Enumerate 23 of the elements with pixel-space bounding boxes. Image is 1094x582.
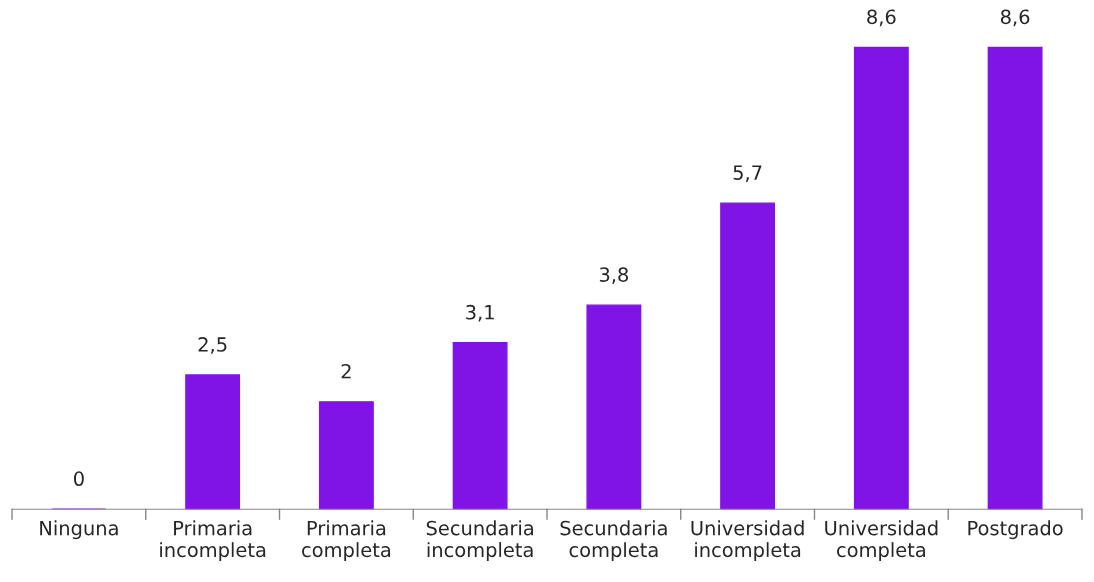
x-tick-label: Secundaria completa: [560, 520, 667, 561]
data-label: 2: [341, 363, 351, 379]
x-tick-label: Primaria completa: [302, 520, 391, 561]
x-tick-label: Ninguna: [40, 520, 118, 540]
data-label: 3,8: [599, 267, 628, 284]
bar: [318, 401, 374, 510]
data-label: 3,1: [466, 304, 494, 322]
x-tick-label: Secundaria incompleta: [426, 520, 533, 561]
bar: [185, 374, 241, 510]
bar: [452, 342, 508, 510]
data-label: 2,5: [198, 337, 227, 354]
data-label: 0: [74, 471, 84, 487]
x-tick-label: Universidad incompleta: [691, 520, 804, 561]
bar: [586, 304, 642, 510]
data-label: 8,6: [867, 9, 896, 27]
x-tick-label: Universidad completa: [825, 520, 938, 561]
x-tick-label: Postgrado: [968, 520, 1063, 540]
bar: [853, 46, 909, 510]
bar: [987, 46, 1043, 510]
data-label: 8,6: [1000, 9, 1030, 27]
bar: [720, 202, 776, 510]
x-tick-label: Primaria incompleta: [160, 520, 266, 561]
data-label: 5,7: [733, 165, 762, 182]
